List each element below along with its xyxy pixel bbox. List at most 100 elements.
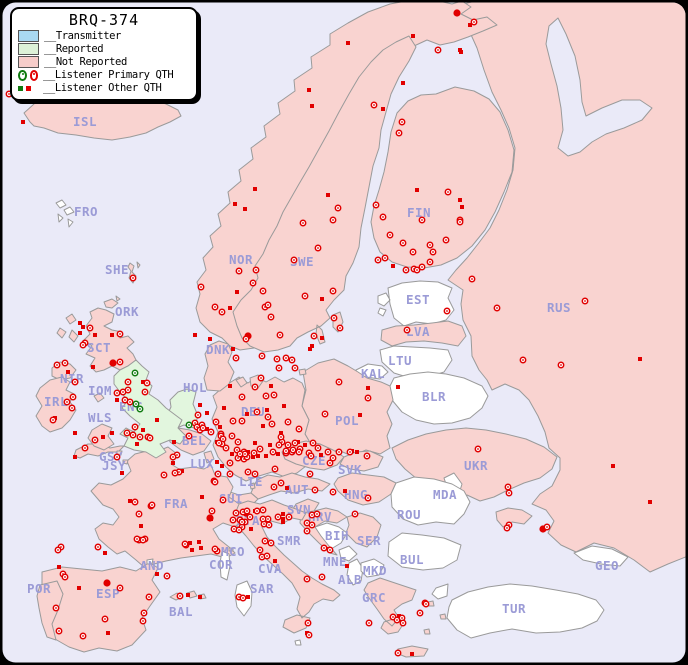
listener-primary-marker xyxy=(386,231,394,239)
listener-primary-marker xyxy=(282,354,290,362)
listener-other-marker xyxy=(78,331,82,335)
listener-other-marker xyxy=(253,441,257,445)
listener-other-marker xyxy=(230,452,234,456)
listener-primary-marker xyxy=(474,445,482,453)
listener-other-marker xyxy=(120,471,124,475)
listener-primary-marker xyxy=(346,448,354,456)
listener-other-marker xyxy=(57,565,61,569)
country-label-ork: ORK xyxy=(115,304,139,319)
listener-other-marker xyxy=(172,440,176,444)
listener-primary-marker xyxy=(229,516,237,524)
country-label-rou: ROU xyxy=(397,507,421,522)
country-geo xyxy=(573,545,629,567)
listener-other-marker xyxy=(200,495,204,499)
legend-item: __Transmitter xyxy=(18,30,190,42)
listener-other-marker xyxy=(366,386,370,390)
listener-primary-marker xyxy=(131,423,139,431)
country-label-aut: AUT xyxy=(285,482,309,497)
country-label-isl: ISL xyxy=(73,114,97,129)
listener-primary-marker xyxy=(113,389,121,397)
country-lva xyxy=(380,320,467,347)
listener-primary-marker xyxy=(116,358,124,366)
listener-primary-marker xyxy=(336,324,344,332)
legend-swatch xyxy=(18,56,39,68)
country-label-mda: MDA xyxy=(433,487,457,502)
listener-primary-marker xyxy=(329,488,337,496)
listener-primary-marker xyxy=(269,448,277,456)
listener-other-marker xyxy=(264,454,268,458)
listener-other-marker xyxy=(115,398,119,402)
country-label-fro: FRO xyxy=(74,204,98,219)
listener-other-marker xyxy=(415,188,419,192)
listener-primary-marker xyxy=(176,592,184,600)
country-label-hng: HNG xyxy=(344,487,368,502)
country-label-deu: DEU xyxy=(241,404,265,419)
listener-other-marker xyxy=(611,464,615,468)
country-label-svn: SVN xyxy=(287,502,311,517)
listener-other-marker xyxy=(128,499,132,503)
listener-primary-marker xyxy=(301,292,309,300)
country-label-irl: IRL xyxy=(44,394,68,409)
listener-primary-marker xyxy=(275,441,283,449)
listener-primary-marker xyxy=(136,405,144,413)
listener-other-marker xyxy=(460,205,464,209)
listener-primary-marker xyxy=(129,274,137,282)
listener-primary-marker xyxy=(271,465,279,473)
listener-primary-marker xyxy=(94,543,102,551)
legend-swatch xyxy=(18,30,39,42)
listener-other-marker xyxy=(411,34,415,38)
country-irl xyxy=(35,376,77,433)
country-whitesea xyxy=(545,17,653,157)
listener-other-marker xyxy=(251,455,255,459)
listener-primary-marker xyxy=(335,378,343,386)
listener-other-marker xyxy=(648,500,652,504)
listener-primary-marker xyxy=(253,408,261,416)
listener-other-marker xyxy=(268,443,272,447)
listener-primary-marker xyxy=(295,448,303,456)
listener-primary-marker xyxy=(86,324,94,332)
listener-primary-marker xyxy=(139,536,147,544)
listener-primary-marker xyxy=(306,470,314,478)
listener-other-marker xyxy=(205,427,209,431)
listener-other-marker xyxy=(135,442,139,446)
listener-primary-marker xyxy=(251,470,259,478)
listener-other-marker xyxy=(235,290,239,294)
listener-primary-marker xyxy=(313,510,321,518)
listener-other-marker xyxy=(282,404,286,408)
listener-primary-marker xyxy=(131,498,139,506)
listener-other-marker xyxy=(193,333,197,337)
country-hng xyxy=(333,472,397,506)
listener-other-marker xyxy=(91,365,95,369)
listener-primary-marker xyxy=(504,483,512,491)
listener-primary-marker xyxy=(235,526,243,534)
listener-primary-marker xyxy=(91,436,99,444)
listener-primary-marker xyxy=(53,361,61,369)
listener-primary-marker xyxy=(418,216,426,224)
listener-primary-marker xyxy=(363,452,371,460)
listener-primary-marker xyxy=(68,404,76,412)
listener-primary-marker xyxy=(329,216,337,224)
listener-primary-marker xyxy=(208,507,216,515)
country-lux xyxy=(203,450,215,464)
listener-primary-marker xyxy=(123,429,131,437)
country-label-bal: BAL xyxy=(169,604,193,619)
listener-other-marker xyxy=(197,540,201,544)
listener-primary-icons xyxy=(18,69,38,81)
listener-primary-marker xyxy=(197,283,205,291)
listener-primary-marker xyxy=(228,432,236,440)
country-cor xyxy=(219,550,231,581)
country-jsy xyxy=(122,459,129,465)
country-ser xyxy=(345,512,382,548)
listener-primary-marker xyxy=(398,118,406,126)
country-mne xyxy=(338,545,358,562)
listener-primary-marker xyxy=(413,266,421,274)
listener-primary-marker xyxy=(212,418,220,426)
listener-other-marker xyxy=(110,333,114,337)
listener-primary-marker xyxy=(434,46,442,54)
listener-primary-marker xyxy=(429,248,437,256)
listener-primary-marker xyxy=(61,573,69,581)
country-label-mkd: MKD xyxy=(363,563,387,578)
listener-other-marker xyxy=(93,333,97,337)
listener-primary-marker xyxy=(399,619,407,627)
